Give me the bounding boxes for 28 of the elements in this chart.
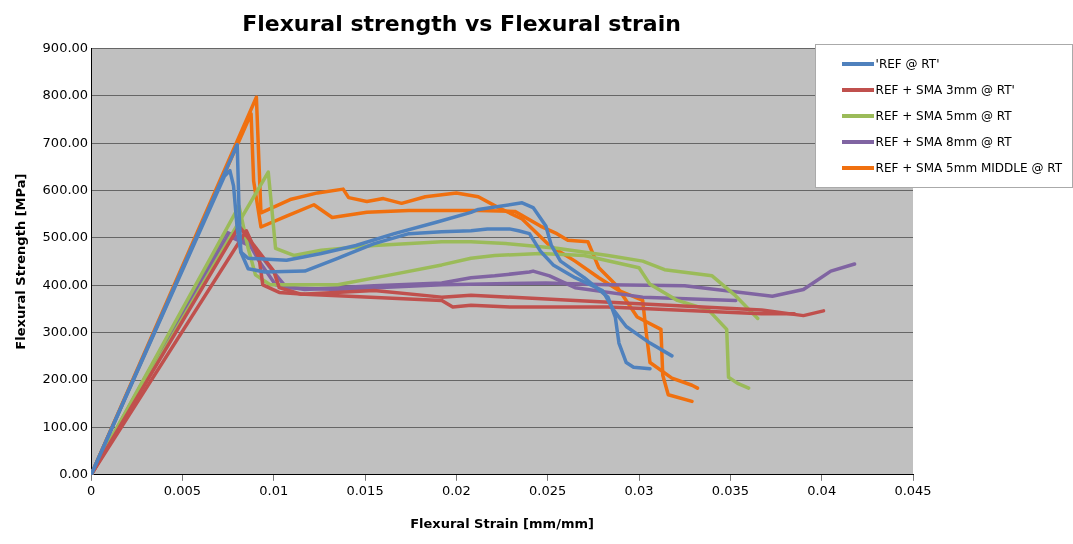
- y-tick-label: 600.00: [42, 181, 89, 197]
- y-tick-label: 400.00: [42, 276, 89, 292]
- legend-label: REF + SMA 5mm @ RT: [875, 109, 1012, 123]
- x-tick-label: 0.03: [624, 482, 654, 498]
- y-tick-label: 200.00: [42, 371, 89, 387]
- x-tick-label: 0: [86, 482, 96, 498]
- x-tick-label: 0.025: [529, 482, 567, 498]
- x-tick-label: 0.01: [259, 482, 289, 498]
- legend-label: REF + SMA 8mm @ RT: [875, 135, 1012, 149]
- x-tick-label: 0.045: [894, 482, 932, 498]
- x-tick-label: 0.04: [807, 482, 837, 498]
- x-tick-label: 0.015: [346, 482, 384, 498]
- y-tick-label: 500.00: [42, 229, 89, 245]
- chart-title: Flexural strength vs Flexural strain: [242, 10, 681, 36]
- x-tick-label: 0.035: [711, 482, 749, 498]
- y-tick-label: 700.00: [42, 134, 89, 150]
- y-tick-label: 100.00: [42, 418, 89, 434]
- x-axis-title: Flexural Strain [mm/mm]: [410, 515, 594, 531]
- legend-label: REF + SMA 3mm @ RT': [875, 83, 1015, 97]
- legend-label: 'REF @ RT': [875, 57, 940, 71]
- legend-label: REF + SMA 5mm MIDDLE @ RT: [875, 161, 1062, 175]
- x-tick-label: 0.02: [441, 482, 471, 498]
- y-tick-label: 300.00: [42, 324, 89, 340]
- y-tick-label: 0.00: [59, 466, 89, 482]
- y-tick-label: 900.00: [42, 39, 89, 55]
- y-axis-title: Flexural Strength [MPa]: [13, 173, 29, 350]
- y-tick-label: 800.00: [42, 87, 89, 103]
- x-tick-label: 0.005: [163, 482, 202, 498]
